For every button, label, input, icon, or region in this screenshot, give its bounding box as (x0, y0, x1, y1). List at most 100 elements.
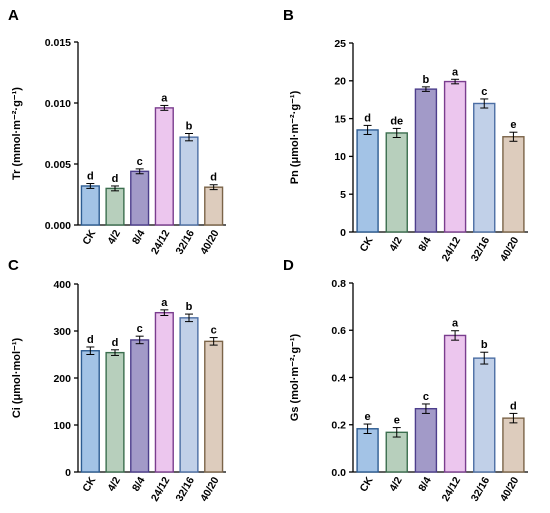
y-tick-label: 0 (65, 467, 71, 479)
y-tick-label: 0.4 (331, 372, 346, 384)
bar-4/2 (105, 187, 125, 226)
category-label: CK (358, 475, 376, 494)
panel-label: D (283, 257, 294, 274)
y-tick-label: 25 (334, 38, 346, 50)
y-tick-label: 200 (53, 373, 71, 385)
bar-4/2 (385, 132, 408, 233)
panel-label: B (283, 7, 294, 24)
bar-8/4 (414, 407, 438, 473)
category-label: 24/12 (440, 475, 464, 504)
significance-letter: d (112, 337, 119, 349)
significance-letter: c (481, 86, 487, 98)
category-label: 24/12 (149, 475, 173, 504)
category-label: 4/2 (105, 228, 123, 247)
significance-letter: a (452, 318, 459, 330)
bar-24/12 (154, 107, 174, 226)
significance-letter: c (423, 391, 429, 403)
significance-letter: c (137, 323, 143, 335)
panel-label: A (8, 7, 19, 24)
category-label: 32/16 (469, 475, 493, 504)
y-tick-label: 100 (53, 420, 71, 432)
category-label: 40/20 (498, 475, 522, 504)
category-label: 4/2 (387, 475, 405, 494)
y-tick-label: 20 (334, 76, 346, 88)
bar-CK (80, 350, 100, 473)
y-tick-label: 0.005 (45, 159, 71, 171)
y-tick-label: 15 (334, 113, 346, 125)
bar-8/4 (130, 339, 150, 473)
y-tick-label: 0.015 (45, 37, 71, 49)
bar-40/20 (204, 186, 224, 226)
significance-letter: d (364, 112, 371, 124)
category-label: 8/4 (130, 475, 148, 494)
y-tick-label: 0.000 (45, 220, 71, 232)
y-tick-label: 0.0 (331, 467, 346, 479)
panel-label: C (8, 257, 19, 274)
significance-letter: e (394, 415, 400, 427)
bar-40/20 (502, 417, 525, 473)
significance-letter: a (161, 92, 168, 104)
bar-24/12 (443, 334, 467, 473)
category-label: 8/4 (416, 235, 434, 254)
significance-letter: de (390, 115, 403, 127)
y-tick-label: 10 (334, 151, 346, 163)
significance-letter: c (137, 156, 143, 168)
y-tick-label: 0 (340, 227, 346, 239)
category-label: CK (80, 228, 98, 247)
bar-8/4 (414, 88, 438, 233)
y-axis-label: Tr (mmol·m⁻²·g⁻¹) (11, 87, 23, 180)
y-tick-label: 300 (53, 326, 71, 338)
y-axis-label: Gs (mol·m⁻²·g⁻¹) (289, 333, 301, 421)
significance-letter: d (210, 172, 217, 184)
category-label: 24/12 (440, 235, 464, 264)
panel-B: B 0 5 10 15 20 25 Pn (μmol·m⁻²·g⁻¹) d CK de 4/2 b 8/4… (283, 7, 528, 264)
y-tick-label: 0.010 (45, 98, 71, 110)
bar-32/16 (179, 136, 199, 226)
y-tick-label: 5 (340, 189, 346, 201)
significance-letter: d (87, 171, 94, 183)
y-tick-label: 0.6 (331, 325, 346, 337)
category-label: 40/20 (198, 228, 222, 257)
bar-24/12 (154, 311, 174, 473)
significance-letter: d (510, 400, 517, 412)
y-axis-label: Pn (μmol·m⁻²·g⁻¹) (289, 90, 301, 184)
category-label: 24/12 (149, 228, 173, 257)
significance-letter: a (452, 66, 459, 78)
significance-letter: b (186, 121, 193, 133)
significance-letter: b (186, 301, 193, 313)
bar-40/20 (204, 340, 224, 473)
significance-letter: d (112, 173, 119, 185)
category-label: 8/4 (130, 228, 148, 247)
category-label: 32/16 (173, 228, 197, 257)
category-label: CK (358, 235, 376, 254)
significance-letter: e (510, 119, 516, 131)
bar-4/2 (385, 431, 408, 473)
bar-32/16 (473, 102, 496, 233)
panel-A: A 0.000 0.005 0.010 0.015 Tr (mmol·m⁻²·g⁻¹) d C… (8, 7, 226, 257)
bar-40/20 (502, 136, 525, 233)
significance-letter: b (481, 339, 488, 351)
bar-CK (356, 428, 379, 473)
category-label: 4/2 (105, 475, 123, 494)
significance-letter: b (423, 74, 430, 86)
panel-C: C 0 100 200 300 400 Ci (μmol·mol⁻¹) d CK d 4/2 c 8/4… (8, 257, 226, 504)
category-label: CK (80, 475, 98, 494)
bar-8/4 (130, 170, 150, 226)
category-label: 32/16 (469, 235, 493, 264)
category-label: 32/16 (173, 475, 197, 504)
bar-32/16 (473, 357, 496, 473)
significance-letter: c (211, 325, 217, 337)
bar-32/16 (179, 317, 199, 473)
y-tick-label: 400 (53, 279, 71, 291)
y-tick-label: 0.8 (331, 278, 346, 290)
category-label: 40/20 (198, 475, 222, 504)
significance-letter: d (87, 334, 94, 346)
y-tick-label: 0.2 (331, 420, 346, 432)
bar-CK (356, 129, 379, 233)
bar-4/2 (105, 351, 125, 473)
bar-CK (80, 185, 100, 226)
category-label: 4/2 (387, 235, 405, 254)
y-axis-label: Ci (μmol·mol⁻¹) (11, 337, 23, 418)
category-label: 40/20 (498, 235, 522, 264)
